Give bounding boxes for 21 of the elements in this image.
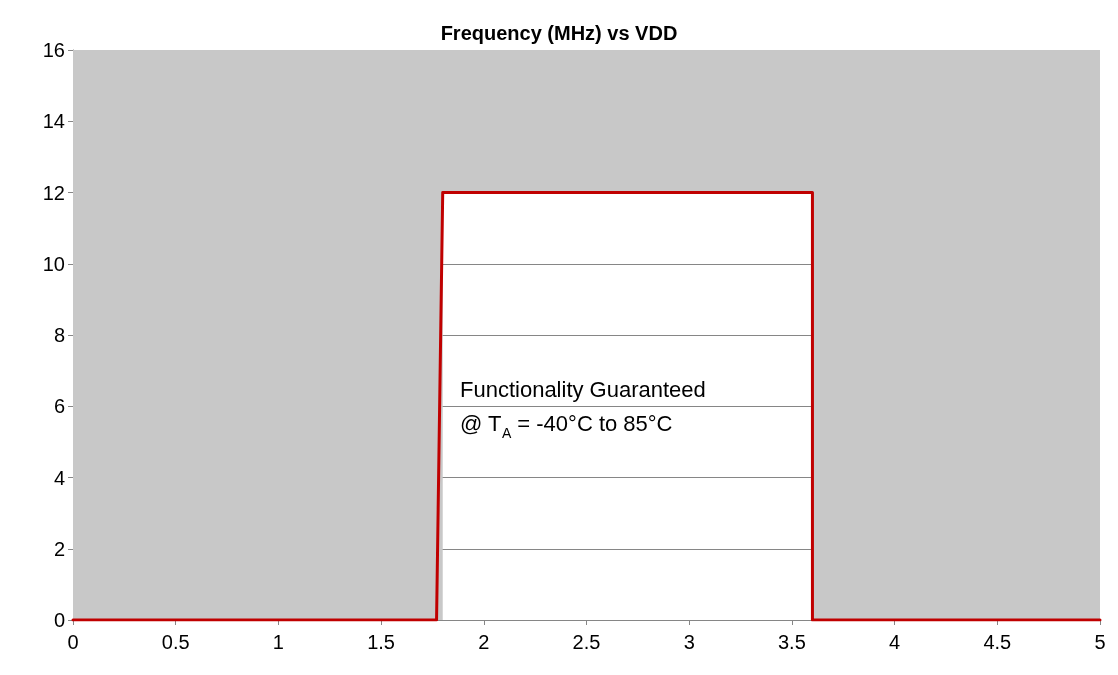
- x-tick-label: 4.5: [983, 631, 1012, 653]
- y-tick-label: 16: [42, 39, 65, 61]
- x-tick-label: 2: [478, 631, 490, 653]
- chart-title: Frequency (MHz) vs VDD: [440, 22, 678, 44]
- y-tick-label: 2: [53, 537, 65, 560]
- x-tick-label: 0: [67, 631, 79, 653]
- y-tick-label: 10: [42, 252, 65, 275]
- x-tick-label: 3: [683, 631, 695, 653]
- x-tick-label: 2.5: [572, 631, 601, 653]
- x-tick-label: 3.5: [777, 631, 806, 653]
- x-tick-label: 4: [889, 631, 901, 653]
- y-tick-label: 4: [53, 466, 65, 489]
- x-tick-label: 5: [1094, 631, 1106, 653]
- y-tick-label: 6: [53, 395, 65, 418]
- x-tick-label: 0.5: [161, 631, 190, 653]
- y-tick-label: 0: [53, 609, 65, 631]
- y-tick-label: 8: [53, 324, 65, 346]
- x-tick-label: 1: [272, 631, 284, 653]
- x-tick-label: 1.5: [367, 631, 396, 653]
- y-tick-label: 12: [42, 181, 65, 204]
- y-tick-label: 14: [42, 110, 65, 133]
